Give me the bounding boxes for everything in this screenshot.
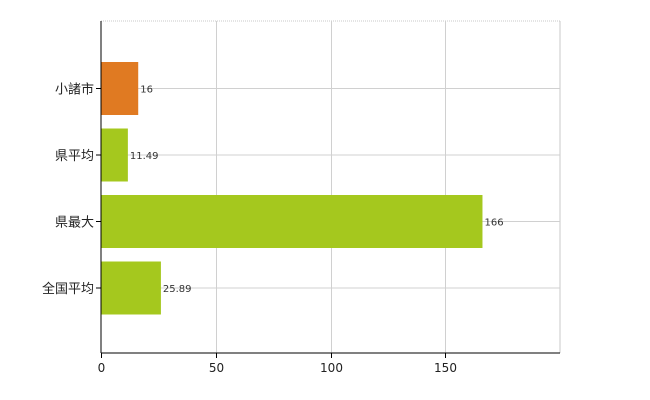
- category-label: 全国平均: [42, 281, 94, 297]
- bar: [101, 261, 161, 315]
- category-label: 県最大: [55, 216, 94, 231]
- bar: [101, 128, 128, 182]
- x-tick-label: 50: [209, 361, 224, 375]
- data-label: 166: [484, 218, 503, 229]
- bar: [101, 62, 139, 115]
- data-label: 25.89: [163, 284, 192, 295]
- labels: 0 50 100 150 小諸市 16 県平均 11.49 県最大 166 全国平均 25.89: [42, 82, 504, 376]
- category-label: 小諸市: [55, 82, 94, 98]
- axes: [96, 21, 560, 358]
- bar: [101, 195, 483, 248]
- x-tick-label: 150: [434, 361, 457, 375]
- x-tick-label: 0: [98, 361, 106, 375]
- bars: [101, 62, 483, 315]
- category-label: 県平均: [55, 149, 94, 164]
- x-tick-label: 100: [320, 361, 343, 375]
- gridlines: [101, 20, 561, 353]
- data-label: 11.49: [130, 151, 159, 162]
- data-label: 16: [140, 85, 153, 96]
